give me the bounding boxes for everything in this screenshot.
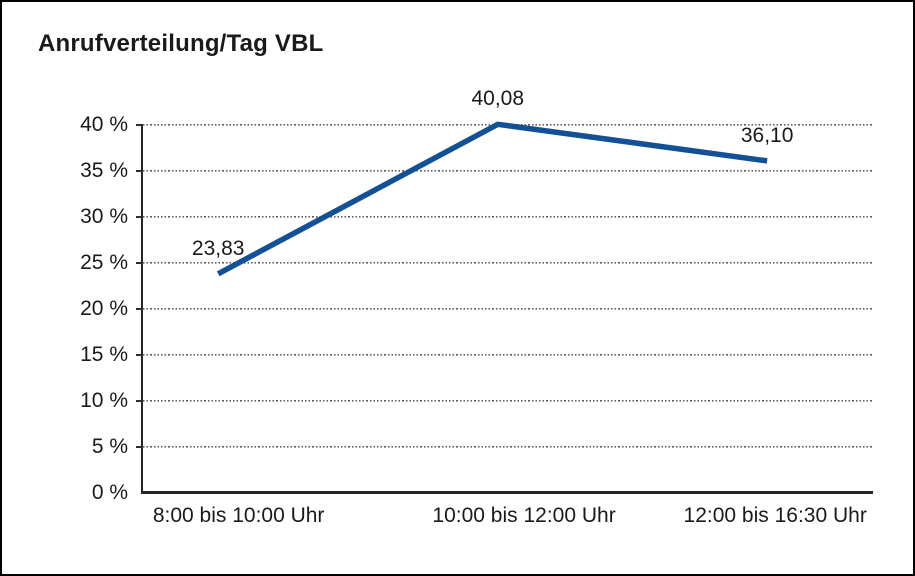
y-axis-tick-label: 5 % bbox=[91, 435, 128, 458]
y-axis-tick-label: 20 % bbox=[80, 297, 128, 320]
chart-title: Anrufverteilung/Tag VBL bbox=[38, 30, 324, 57]
y-axis-tick-label: 40 % bbox=[80, 113, 128, 136]
gridline-35 bbox=[143, 170, 873, 173]
y-tick-mark bbox=[136, 216, 143, 218]
y-tick-mark bbox=[136, 262, 143, 264]
y-tick-mark bbox=[136, 446, 143, 448]
y-tick-mark bbox=[136, 400, 143, 402]
gridline-10 bbox=[143, 400, 873, 403]
data-point-label: 40,08 bbox=[471, 87, 525, 111]
y-tick-mark bbox=[136, 354, 143, 356]
gridline-25 bbox=[143, 262, 873, 265]
x-axis-line bbox=[141, 491, 873, 494]
data-point-label: 23,83 bbox=[191, 236, 245, 260]
y-tick-mark bbox=[136, 170, 143, 172]
data-point-label: 36,10 bbox=[740, 123, 794, 147]
line-series bbox=[216, 121, 768, 277]
y-axis-tick-label: 25 % bbox=[80, 251, 128, 274]
x-axis-category-label: 8:00 bis 10:00 Uhr bbox=[152, 504, 325, 527]
y-axis-tick-label: 30 % bbox=[80, 205, 128, 228]
y-axis-tick-label: 15 % bbox=[80, 343, 128, 366]
y-tick-mark bbox=[136, 124, 143, 126]
gridline-20 bbox=[143, 308, 873, 311]
y-axis-tick-label: 0 % bbox=[91, 481, 128, 504]
gridline-15 bbox=[143, 354, 873, 357]
series-polyline bbox=[216, 121, 768, 277]
gridline-30 bbox=[143, 216, 873, 219]
y-axis-tick-label: 35 % bbox=[80, 159, 128, 182]
x-axis-category-label: 10:00 bis 12:00 Uhr bbox=[432, 504, 616, 527]
x-axis-category-label: 12:00 bis 16:30 Uhr bbox=[683, 504, 867, 527]
gridline-5 bbox=[143, 446, 873, 449]
y-tick-mark bbox=[136, 308, 143, 310]
y-axis-tick-label: 10 % bbox=[80, 389, 128, 412]
